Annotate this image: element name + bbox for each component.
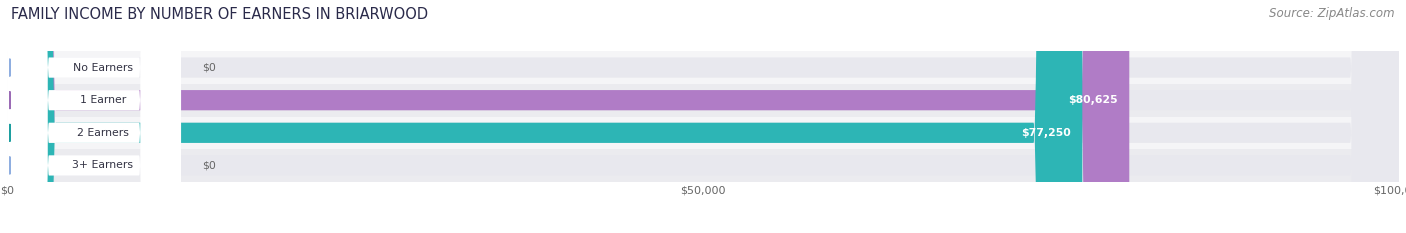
FancyBboxPatch shape (7, 0, 1083, 233)
FancyBboxPatch shape (7, 0, 181, 233)
FancyBboxPatch shape (7, 84, 1399, 116)
FancyBboxPatch shape (7, 0, 181, 233)
Text: No Earners: No Earners (73, 63, 132, 72)
Text: $0: $0 (202, 63, 215, 72)
Text: 2 Earners: 2 Earners (77, 128, 129, 138)
Text: 1 Earner: 1 Earner (80, 95, 127, 105)
Text: $80,625: $80,625 (1069, 95, 1118, 105)
FancyBboxPatch shape (7, 0, 181, 233)
FancyBboxPatch shape (7, 0, 1399, 233)
Text: 3+ Earners: 3+ Earners (72, 161, 134, 170)
FancyBboxPatch shape (7, 116, 1399, 149)
FancyBboxPatch shape (7, 51, 1399, 84)
Text: $77,250: $77,250 (1021, 128, 1071, 138)
FancyBboxPatch shape (7, 0, 1399, 233)
FancyBboxPatch shape (7, 0, 181, 233)
FancyBboxPatch shape (7, 0, 1399, 233)
Text: $0: $0 (202, 161, 215, 170)
FancyBboxPatch shape (7, 0, 1399, 233)
FancyBboxPatch shape (7, 149, 1399, 182)
Text: Source: ZipAtlas.com: Source: ZipAtlas.com (1270, 7, 1395, 20)
FancyBboxPatch shape (7, 0, 1129, 233)
Text: FAMILY INCOME BY NUMBER OF EARNERS IN BRIARWOOD: FAMILY INCOME BY NUMBER OF EARNERS IN BR… (11, 7, 429, 22)
